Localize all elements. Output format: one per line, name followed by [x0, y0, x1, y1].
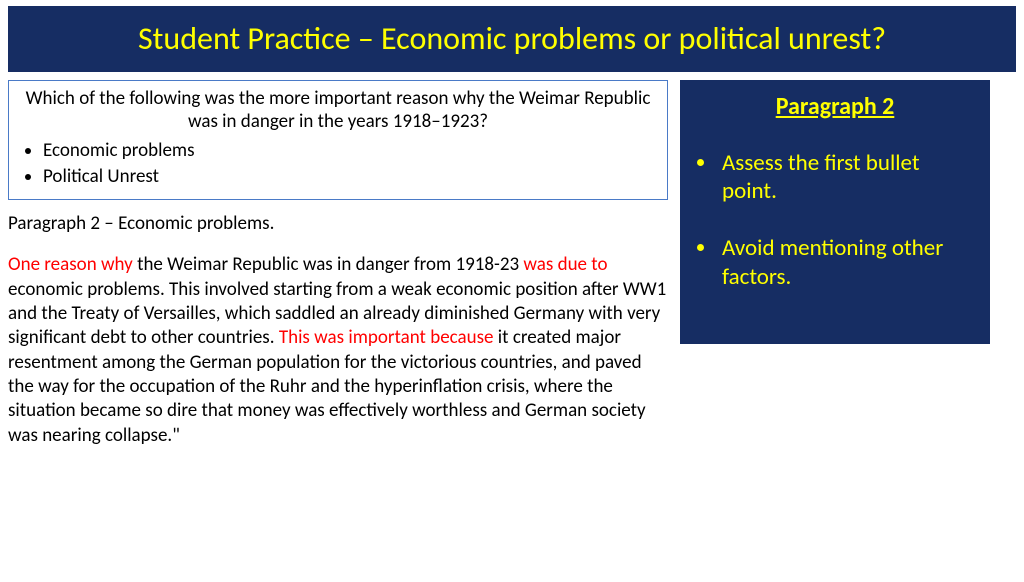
question-prompt: Which of the following was the more impo… [21, 87, 655, 135]
slide-title: Student Practice – Economic problems or … [8, 6, 1016, 72]
paragraph-heading: Paragraph 2 – Economic problems. [8, 212, 668, 235]
sidebar-item: Avoid mentioning other factors. [718, 234, 974, 292]
paragraph-body: One reason why the Weimar Republic was i… [8, 253, 668, 448]
left-column: Which of the following was the more impo… [8, 80, 668, 448]
sidebar-title: Paragraph 2 [696, 92, 974, 121]
question-bullet: Political Unrest [43, 164, 655, 190]
right-column: Paragraph 2 Assess the first bullet poin… [680, 80, 990, 448]
highlight-phrase: One reason why [8, 253, 137, 276]
question-bullet: Economic problems [43, 138, 655, 164]
question-bullets: Economic problems Political Unrest [21, 138, 655, 189]
sidebar-box: Paragraph 2 Assess the first bullet poin… [680, 80, 990, 344]
body-text: the Weimar Republic was in danger from 1… [137, 253, 523, 276]
highlight-phrase: This was important because [279, 326, 498, 349]
highlight-phrase: was due to [523, 253, 607, 276]
sidebar-item: Assess the first bullet point. [718, 149, 974, 207]
question-box: Which of the following was the more impo… [8, 80, 668, 201]
sidebar-list: Assess the first bullet point. Avoid men… [696, 149, 974, 292]
content-area: Which of the following was the more impo… [0, 72, 1024, 456]
